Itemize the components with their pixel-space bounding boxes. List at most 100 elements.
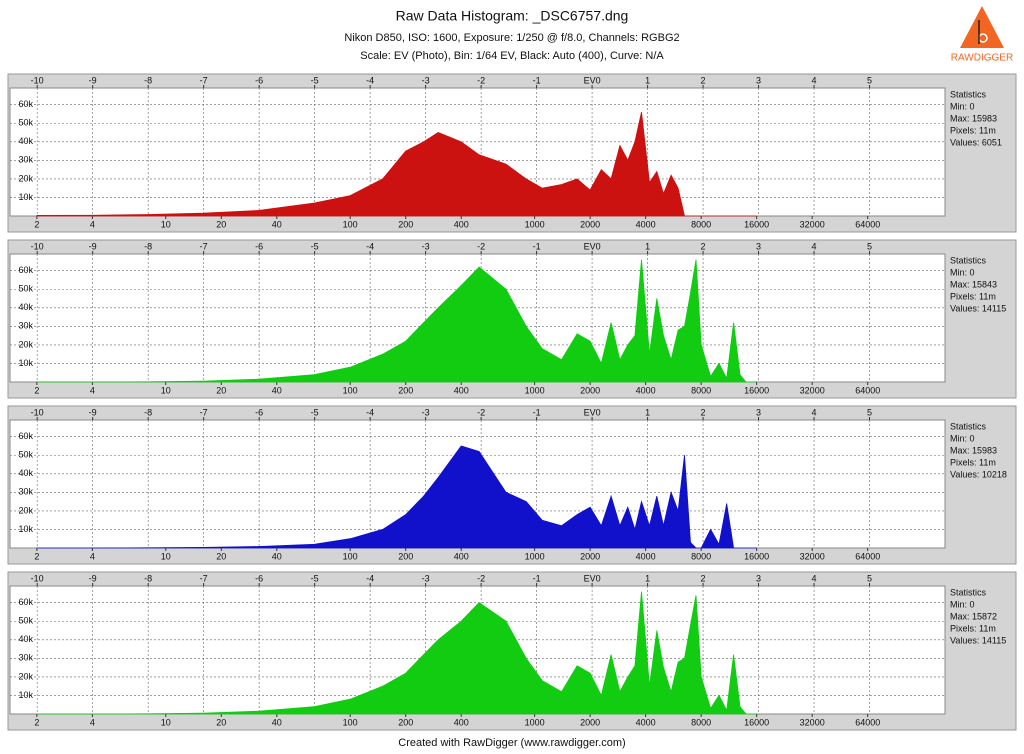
x-tick-label: 2000 (580, 551, 600, 561)
x-tick-label: 2 (34, 717, 39, 727)
x2-tick-label: 4 (812, 407, 817, 417)
x-tick-label: 4 (90, 551, 95, 561)
x2-tick-label: 2 (701, 407, 706, 417)
x-tick-label: 16000 (744, 385, 769, 395)
statistics-text: Min: 0 (950, 433, 975, 443)
y-tick-label: 10k (18, 192, 33, 202)
x-tick-label: 100 (343, 717, 358, 727)
x-tick-label: 1000 (525, 717, 545, 727)
x2-tick-label: 2 (701, 573, 706, 583)
x2-tick-label: EV0 (584, 407, 601, 417)
x2-tick-label: -9 (89, 573, 97, 583)
y-tick-label: 60k (18, 99, 33, 109)
x2-tick-label: -8 (144, 407, 152, 417)
x-tick-label: 400 (454, 219, 469, 229)
x-tick-label: 200 (398, 219, 413, 229)
x-tick-label: 20 (216, 219, 226, 229)
x-tick-label: 2000 (580, 717, 600, 727)
x-tick-label: 100 (343, 385, 358, 395)
histogram-area (36, 591, 757, 715)
x2-tick-label: 4 (812, 573, 817, 583)
x2-tick-label: -5 (311, 573, 319, 583)
x2-tick-label: 3 (756, 75, 761, 85)
x-tick-label: 10 (161, 717, 171, 727)
x-tick-label: 64000 (855, 385, 880, 395)
y-tick-label: 10k (18, 524, 33, 534)
x2-tick-label: -3 (422, 75, 430, 85)
x2-tick-label: -7 (200, 75, 208, 85)
x2-tick-label: 1 (645, 75, 650, 85)
x2-tick-label: -8 (144, 573, 152, 583)
x-tick-label: 4 (90, 717, 95, 727)
histogram-panel: 10k 20k 30k 40k 50k 60k -10 -9 -8 -7 -6 -5 -4 -3 -2 -1 E… (7, 571, 1017, 731)
x2-tick-label: -7 (200, 573, 208, 583)
y-tick-label: 20k (18, 173, 33, 183)
x-tick-label: 100 (343, 551, 358, 561)
y-tick-label: 40k (18, 136, 33, 146)
x2-tick-label: -9 (89, 407, 97, 417)
x-tick-label: 10 (161, 551, 171, 561)
x2-tick-label: -3 (422, 241, 430, 251)
x2-tick-label: -3 (422, 573, 430, 583)
x2-tick-label: 2 (701, 241, 706, 251)
statistics-text: Statistics (950, 421, 987, 431)
x2-tick-label: -5 (311, 241, 319, 251)
x-tick-label: 10 (161, 219, 171, 229)
y-tick-label: 20k (18, 339, 33, 349)
statistics-text: Values: 14115 (950, 303, 1006, 313)
x2-tick-label: -9 (89, 75, 97, 85)
x-tick-label: 1000 (525, 219, 545, 229)
subtitle: Nikon D850, ISO: 1600, Exposure: 1/250 @… (344, 32, 679, 44)
x-tick-label: 40 (272, 717, 282, 727)
x2-tick-label: 1 (645, 573, 650, 583)
x-tick-label: 4000 (636, 219, 656, 229)
x2-tick-label: -6 (255, 75, 263, 85)
x2-tick-label: -9 (89, 241, 97, 251)
x2-tick-label: -5 (311, 407, 319, 417)
x-tick-label: 4000 (636, 551, 656, 561)
x2-tick-label: -10 (31, 241, 44, 251)
x2-tick-label: 5 (867, 573, 872, 583)
x2-tick-label: 3 (756, 407, 761, 417)
x-tick-label: 8000 (691, 385, 711, 395)
x2-tick-label: 4 (812, 75, 817, 85)
x2-tick-label: -6 (255, 573, 263, 583)
x2-tick-label: 4 (812, 241, 817, 251)
y-tick-label: 20k (18, 505, 33, 515)
statistics-text: Min: 0 (950, 267, 975, 277)
x-tick-label: 2000 (580, 385, 600, 395)
statistics-text: Values: 6051 (950, 137, 1002, 147)
x-tick-label: 8000 (691, 551, 711, 561)
x-tick-label: 8000 (691, 717, 711, 727)
y-tick-label: 50k (18, 450, 33, 460)
x2-tick-label: -4 (366, 75, 374, 85)
x2-tick-label: EV0 (584, 75, 601, 85)
statistics-text: Values: 10218 (950, 469, 1007, 479)
x-tick-label: 200 (398, 717, 413, 727)
x-tick-label: 16000 (744, 551, 769, 561)
x2-tick-label: -1 (533, 407, 541, 417)
statistics-text: Min: 0 (950, 101, 975, 111)
x2-tick-label: 1 (645, 241, 650, 251)
x-tick-label: 40 (272, 385, 282, 395)
y-tick-label: 30k (18, 487, 33, 497)
x-tick-label: 2000 (580, 219, 600, 229)
x-tick-label: 400 (454, 551, 469, 561)
x2-tick-label: -6 (255, 407, 263, 417)
x2-tick-label: -2 (477, 407, 485, 417)
footer: Created with RawDigger (www.rawdigger.co… (398, 737, 625, 749)
x-tick-label: 2 (34, 219, 39, 229)
x2-tick-label: -1 (533, 241, 541, 251)
x2-tick-label: -1 (533, 75, 541, 85)
x2-tick-label: -10 (31, 407, 44, 417)
x-tick-label: 100 (343, 219, 358, 229)
x-tick-label: 8000 (691, 219, 711, 229)
x-tick-label: 20 (216, 551, 226, 561)
statistics-text: Max: 15983 (950, 113, 997, 123)
x2-tick-label: -2 (477, 573, 485, 583)
x-tick-label: 1000 (525, 385, 545, 395)
x-tick-label: 10 (161, 385, 171, 395)
x2-tick-label: 2 (701, 75, 706, 85)
y-tick-label: 60k (18, 597, 33, 607)
